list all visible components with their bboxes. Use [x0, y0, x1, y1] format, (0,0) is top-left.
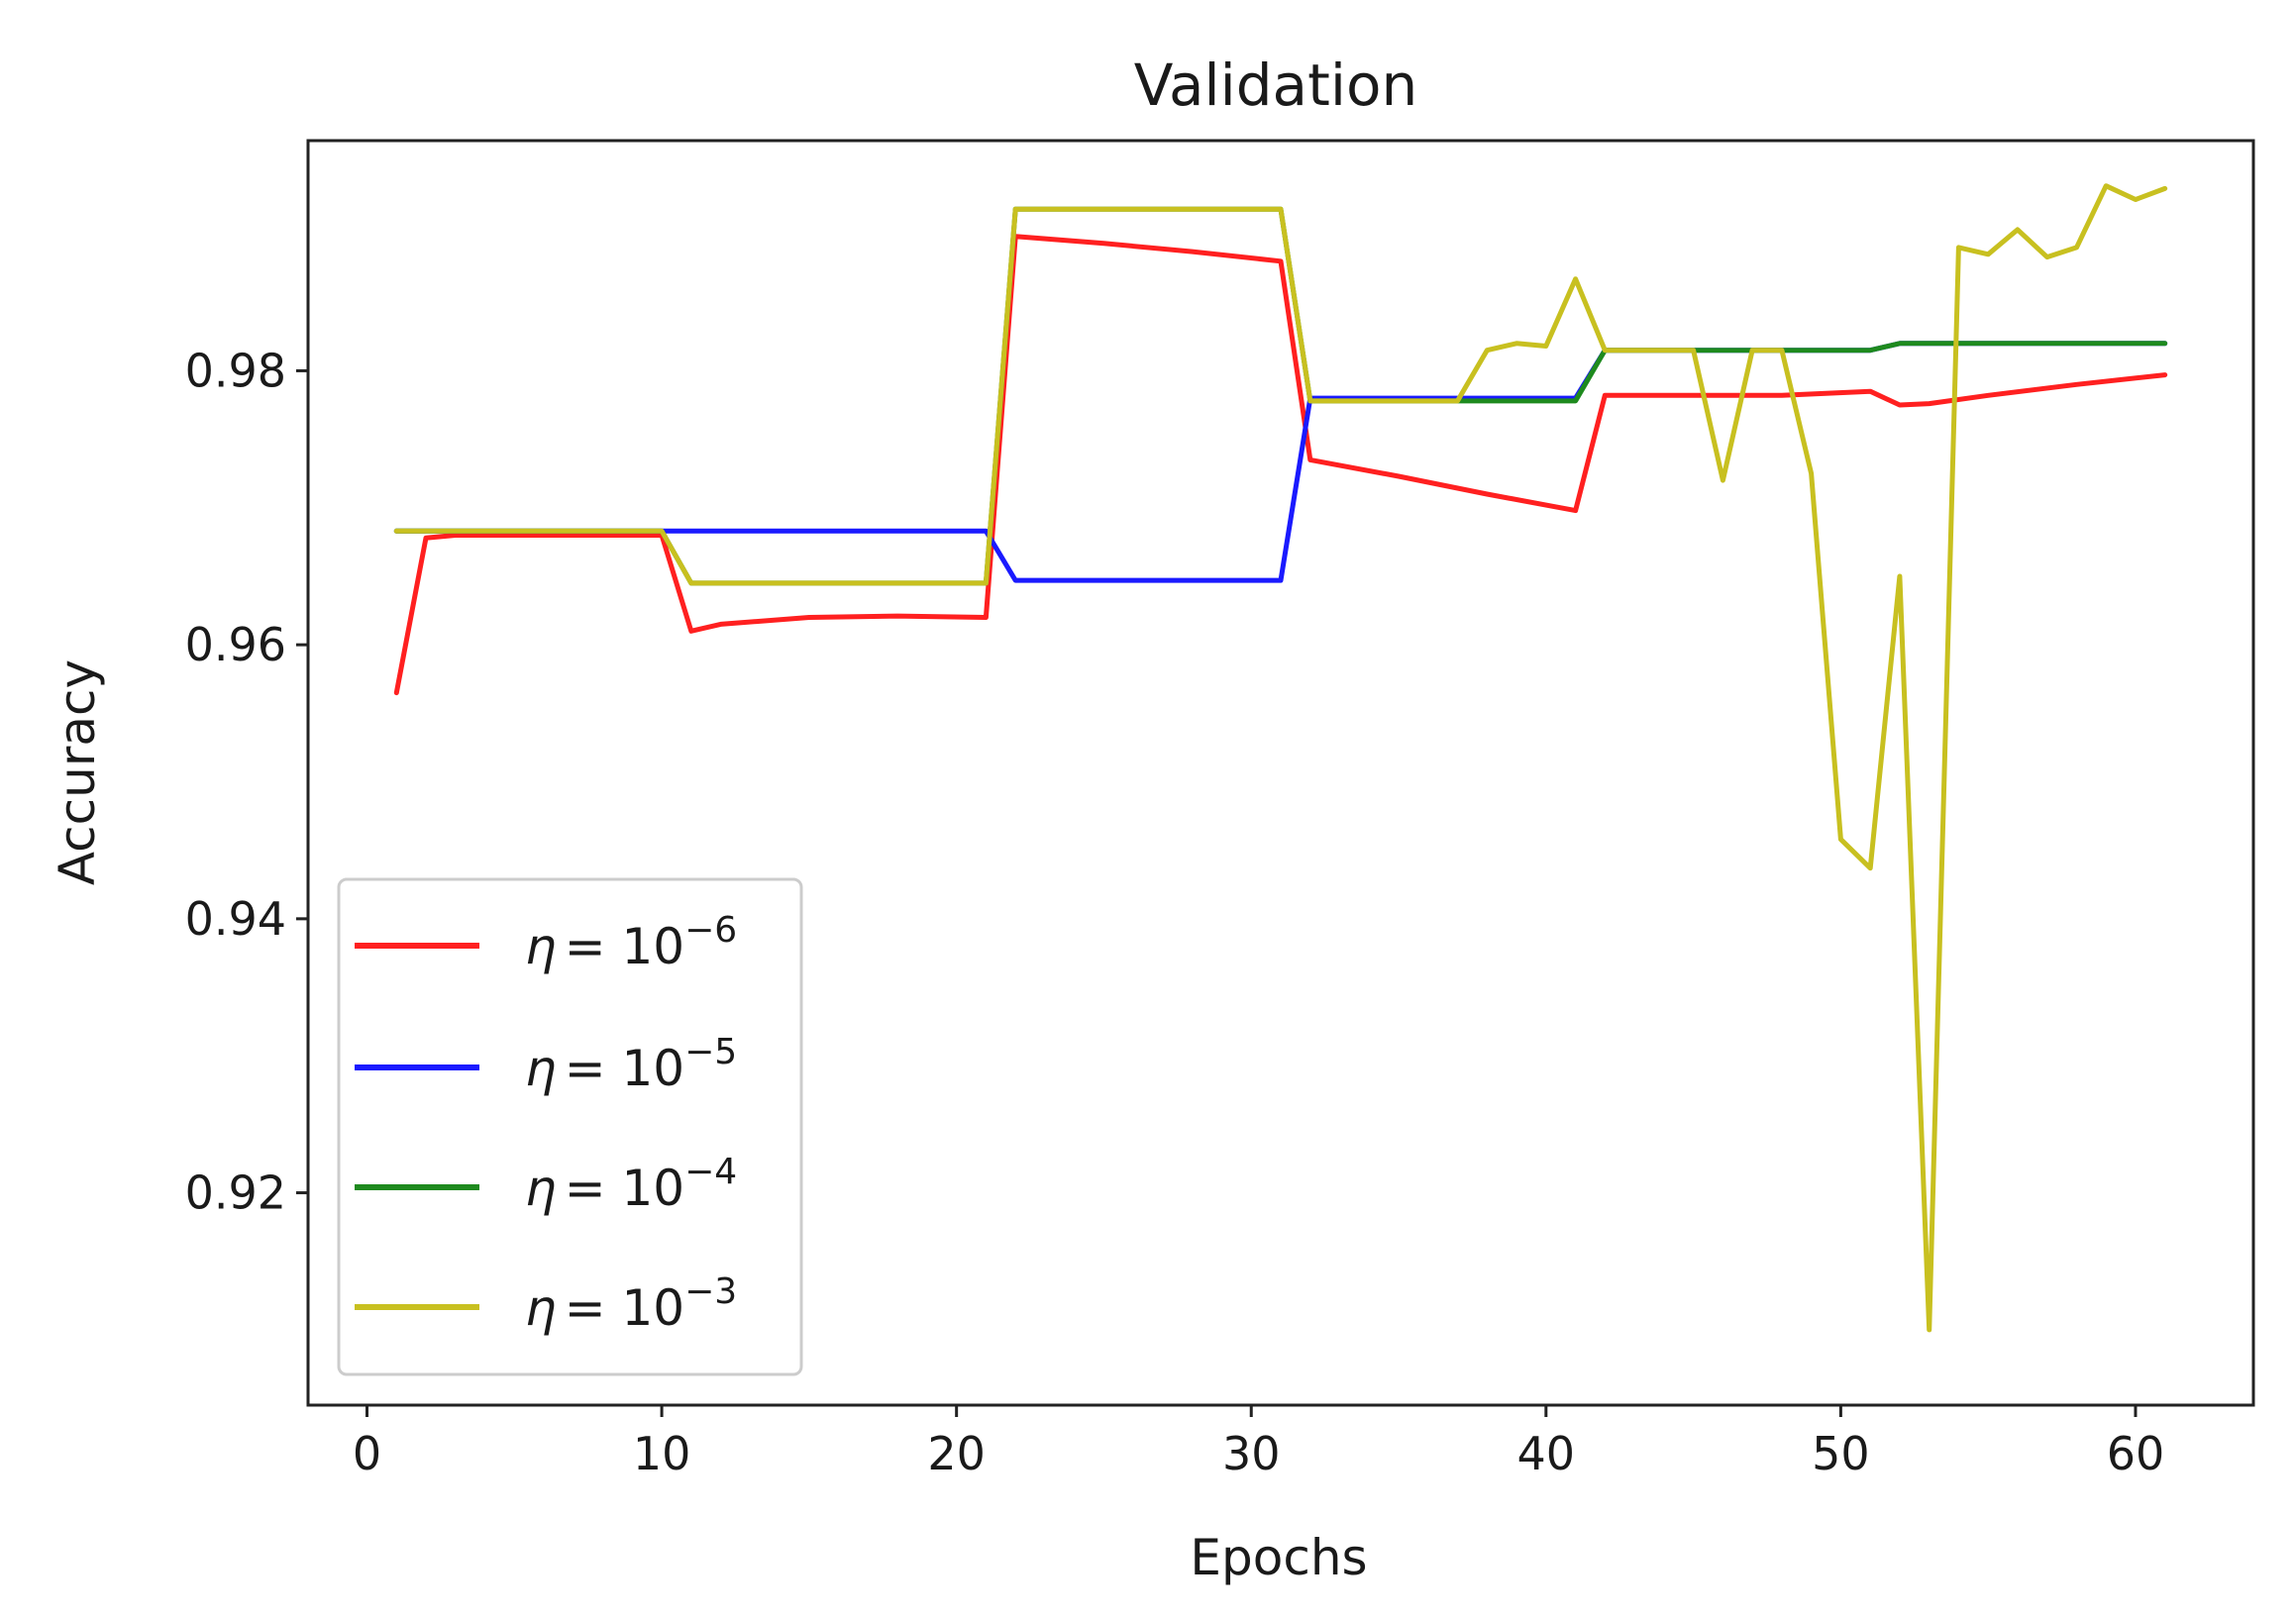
series-line-1 [393, 234, 2168, 696]
x-tick-label: 40 [1517, 1427, 1576, 1480]
y-tick-label: 0.98 [185, 344, 286, 397]
legend-frame [337, 877, 803, 1376]
legend-label-1: η = 10−6 [525, 910, 737, 975]
chart-title: Validation [1134, 51, 1417, 119]
y-tick-label: 0.92 [185, 1166, 286, 1220]
y-axis-ticks: 0.92 0.94 0.96 0.98 [185, 344, 308, 1220]
x-axis-ticks: 0 10 20 30 40 50 60 [353, 1405, 2164, 1480]
y-tick-label: 0.96 [185, 618, 286, 671]
y-axis-label: Accuracy [49, 659, 106, 885]
legend-label-3: η = 10−4 [525, 1152, 737, 1217]
y-tick-label: 0.94 [185, 892, 286, 946]
x-tick-label: 60 [2107, 1427, 2165, 1480]
series-layer [393, 183, 2168, 1333]
x-axis-label: Epochs [1190, 1529, 1367, 1586]
x-tick-label: 0 [353, 1427, 381, 1480]
x-tick-label: 20 [927, 1427, 986, 1480]
legend-label-4: η = 10−3 [525, 1271, 737, 1337]
x-tick-label: 50 [1812, 1427, 1870, 1480]
legend-entries: η = 10−6 η = 10−5 η = 10−4 η = 10−3 [355, 910, 737, 1337]
x-tick-label: 10 [633, 1427, 691, 1480]
legend: η = 10−6 η = 10−5 η = 10−4 η = 10−3 [337, 877, 803, 1376]
legend-label-2: η = 10−5 [525, 1032, 737, 1097]
series-line-4 [393, 183, 2168, 1333]
x-tick-label: 30 [1222, 1427, 1281, 1480]
